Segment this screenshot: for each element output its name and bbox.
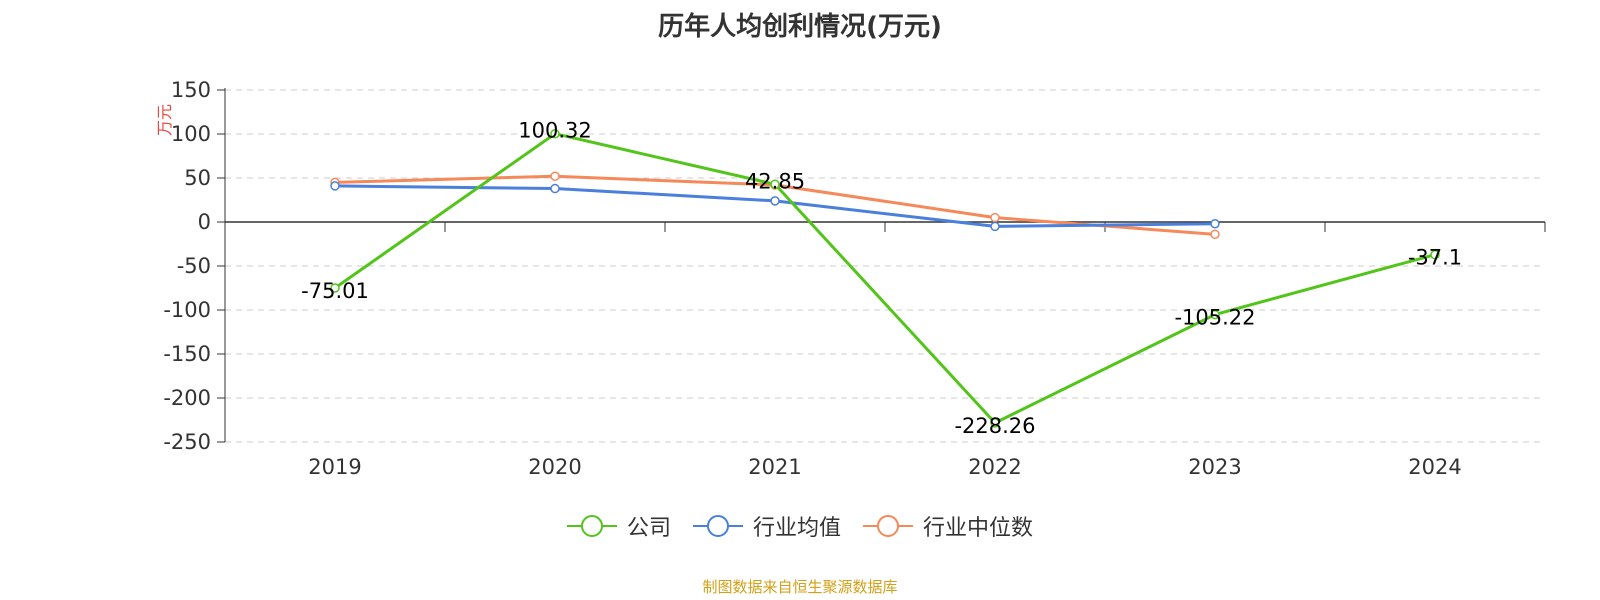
x-tick-label: 2021 — [748, 455, 801, 479]
y-tick-label: 150 — [171, 78, 211, 102]
data-label-company: 100.32 — [518, 119, 591, 143]
legend-marker-industry-median — [863, 515, 913, 537]
legend-item-company[interactable]: 公司 — [566, 510, 671, 542]
legend-item-industry-avg[interactable]: 行业均值 — [692, 510, 841, 542]
data-point-industry-median — [550, 171, 560, 181]
x-tick-label: 2020 — [528, 455, 581, 479]
legend-item-industry-median[interactable]: 行业中位数 — [863, 510, 1033, 542]
series-line-company — [334, 132, 1436, 425]
data-label-company: -75.01 — [301, 279, 369, 303]
x-tick-label: 2019 — [308, 455, 361, 479]
x-tick-label: 2024 — [1408, 455, 1461, 479]
chart-plot: 150 100 50 0 -50 -100 -150 -200 -250 万元 2019 2020 20… — [155, 78, 1546, 479]
y-tick-label: 0 — [198, 210, 211, 234]
data-point-industry-median — [1210, 229, 1220, 240]
y-tick-label: 100 — [171, 122, 211, 146]
x-tick-label: 2022 — [968, 455, 1021, 479]
data-point-company — [330, 283, 340, 293]
data-point-company — [1430, 249, 1440, 260]
data-point-company — [770, 179, 780, 190]
data-point-industry-avg — [990, 221, 1000, 232]
legend-marker-industry-avg — [692, 515, 743, 537]
y-tick-label: -50 — [177, 254, 211, 278]
y-tick-label: -200 — [163, 386, 211, 410]
data-label-company: -228.26 — [954, 414, 1035, 438]
legend-label-industry-median: 行业中位数 — [923, 516, 1034, 541]
data-label-company: -37.1 — [1408, 246, 1462, 270]
data-label-company: -105.22 — [1174, 306, 1255, 330]
chart-title: 历年人均创利情况(万元) — [658, 12, 942, 42]
data-point-industry-avg — [770, 196, 780, 206]
legend-label-company: 公司 — [626, 516, 671, 541]
y-tick-label: 50 — [184, 166, 211, 190]
y-tick-label: -250 — [163, 430, 211, 454]
data-point-industry-avg — [1210, 219, 1220, 229]
data-label-company: 42.85 — [745, 169, 805, 193]
data-point-company — [550, 128, 560, 139]
source-note: 制图数据来自恒生聚源数据库 — [702, 578, 898, 596]
legend-label-industry-avg: 行业均值 — [752, 516, 841, 541]
legend-marker-company — [566, 515, 617, 537]
data-point-industry-avg — [550, 183, 560, 194]
data-point-industry-avg — [330, 181, 340, 191]
data-point-company — [1210, 309, 1220, 320]
y-axis-label: 万元 — [155, 104, 174, 136]
x-tick-label: 2023 — [1188, 455, 1241, 479]
data-point-industry-median — [990, 212, 1000, 223]
data-point-company — [990, 418, 1000, 428]
legend: 公司 行业均值 行业中位数 — [0, 510, 1600, 542]
y-tick-label: -150 — [163, 342, 211, 366]
y-tick-label: -100 — [163, 298, 211, 322]
